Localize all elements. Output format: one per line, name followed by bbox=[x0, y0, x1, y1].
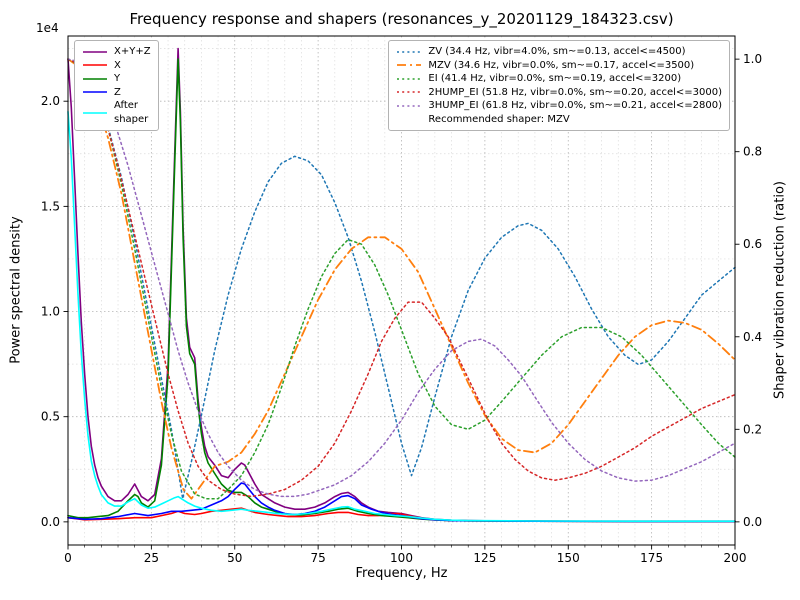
svg-text:0: 0 bbox=[64, 551, 72, 565]
svg-text:0.0: 0.0 bbox=[41, 515, 60, 529]
svg-text:0.6: 0.6 bbox=[743, 237, 762, 251]
legend-label: Z bbox=[114, 86, 121, 98]
svg-text:0.4: 0.4 bbox=[743, 330, 762, 344]
svg-text:75: 75 bbox=[310, 551, 325, 565]
axis-offset-text: 1e4 bbox=[36, 21, 59, 35]
legend-item-x: X bbox=[82, 59, 151, 73]
legend-line-swatch-ei bbox=[397, 78, 422, 80]
tick-labels: 0 25 50 75 100 125 150 175 200 0.0 0.5 1.0 1.5 2.0 0.0… bbox=[41, 52, 762, 565]
legend-line-swatch-3hump_ei bbox=[397, 105, 422, 107]
svg-text:200: 200 bbox=[724, 551, 747, 565]
legend-item-2hump_ei: 2HUMP_EI (51.8 Hz, vibr=0.0%, sm~=0.20, … bbox=[396, 86, 722, 100]
y-axis-label-right: Shaper vibration reduction (ratio) bbox=[772, 181, 788, 399]
svg-text:125: 125 bbox=[473, 551, 496, 565]
axis-ticks bbox=[63, 58, 740, 550]
legend-label: EI (41.4 Hz, vibr=0.0%, sm~=0.19, accel<… bbox=[428, 73, 682, 84]
svg-text:1.0: 1.0 bbox=[41, 305, 60, 319]
legend-recommended-note: Recommended shaper: MZV bbox=[428, 113, 570, 125]
legend-line-swatch-after_shaper bbox=[83, 111, 107, 114]
legend-item-ei: EI (41.4 Hz, vibr=0.0%, sm~=0.19, accel<… bbox=[396, 72, 722, 86]
svg-text:0.5: 0.5 bbox=[41, 410, 60, 424]
y-axis-label-left: Power spectral density bbox=[8, 216, 24, 364]
x-axis-label: Frequency, Hz bbox=[355, 566, 448, 581]
svg-text:1.0: 1.0 bbox=[743, 52, 762, 66]
svg-text:1.5: 1.5 bbox=[41, 199, 60, 213]
chart-title: Frequency response and shapers (resonanc… bbox=[129, 10, 674, 28]
series-line-ei bbox=[67, 58, 736, 500]
legend-label: X bbox=[114, 59, 121, 71]
legend-item-3hump_ei: 3HUMP_EI (61.8 Hz, vibr=0.0%, sm~=0.21, … bbox=[396, 99, 722, 113]
legend-label: ZV (34.4 Hz, vibr=4.0%, sm~=0.13, accel<… bbox=[428, 46, 686, 57]
legend-line-swatch-x bbox=[83, 64, 107, 67]
legend-psd: X+Y+Z X Y Z After shaper bbox=[74, 40, 159, 131]
legend-item-z: Z bbox=[82, 86, 151, 100]
series-line-3hump_ei bbox=[67, 58, 736, 498]
legend-shapers: ZV (34.4 Hz, vibr=4.0%, sm~=0.13, accel<… bbox=[388, 40, 730, 131]
legend-label: X+Y+Z bbox=[114, 46, 151, 57]
legend-line-swatch-sum bbox=[83, 50, 107, 53]
legend-label: Y bbox=[114, 73, 121, 84]
series-line-y bbox=[67, 58, 736, 523]
legend-line-swatch-mzv bbox=[397, 64, 422, 67]
legend-line-swatch-zv bbox=[397, 51, 422, 53]
legend-label: After shaper bbox=[114, 100, 149, 125]
legend-label: 3HUMP_EI (61.8 Hz, vibr=0.0%, sm~=0.21, … bbox=[428, 100, 722, 111]
legend-item-after_shaper: After shaper bbox=[82, 99, 151, 126]
svg-text:100: 100 bbox=[390, 551, 413, 565]
series-line-mzv bbox=[67, 58, 736, 500]
legend-label: MZV (34.6 Hz, vibr=0.0%, sm~=0.17, accel… bbox=[428, 59, 695, 71]
svg-text:0.0: 0.0 bbox=[743, 515, 762, 529]
svg-text:150: 150 bbox=[557, 551, 580, 565]
series-line-2hump_ei bbox=[67, 58, 736, 498]
legend-label: 2HUMP_EI (51.8 Hz, vibr=0.0%, sm~=0.20, … bbox=[428, 86, 722, 98]
svg-text:0.8: 0.8 bbox=[743, 145, 762, 159]
legend-item-y: Y bbox=[82, 72, 151, 86]
legend-line-swatch-z bbox=[83, 91, 107, 94]
series-lines bbox=[67, 47, 736, 523]
svg-text:2.0: 2.0 bbox=[41, 94, 60, 108]
svg-text:0.2: 0.2 bbox=[743, 422, 762, 436]
series-line-zv bbox=[67, 58, 736, 500]
legend-line-swatch-2hump_ei bbox=[397, 91, 422, 93]
legend-line-swatch-y bbox=[83, 77, 107, 80]
svg-text:50: 50 bbox=[227, 551, 242, 565]
series-line-after_shaper bbox=[67, 110, 736, 522]
svg-text:25: 25 bbox=[144, 551, 159, 565]
legend-item-mzv: MZV (34.6 Hz, vibr=0.0%, sm~=0.17, accel… bbox=[396, 59, 722, 73]
legend-item-zv: ZV (34.4 Hz, vibr=4.0%, sm~=0.13, accel<… bbox=[396, 45, 722, 59]
svg-text:175: 175 bbox=[640, 551, 663, 565]
legend-item-sum: X+Y+Z bbox=[82, 45, 151, 59]
